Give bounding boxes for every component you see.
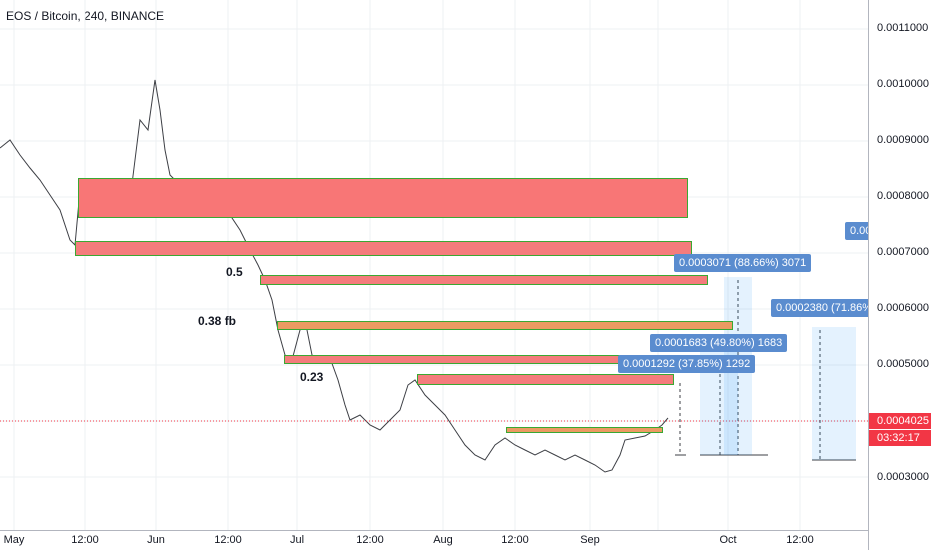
price-tick: 0.0010000 xyxy=(877,78,929,90)
price-tick: 0.0011000 xyxy=(877,22,929,34)
zone-top[interactable] xyxy=(78,178,688,218)
projection-box-3[interactable] xyxy=(812,327,856,460)
measure-badge-2[interactable]: 0.0002380 (71.86%) xyxy=(771,299,868,317)
price-tick: 0.0009000 xyxy=(877,134,929,146)
fib-label-0-23: 0.23 xyxy=(300,370,324,384)
time-tick: May xyxy=(3,534,25,546)
projection-lines xyxy=(679,280,821,460)
zone-0-618[interactable] xyxy=(75,241,692,256)
price-axis[interactable]: 0.0011000 0.0010000 0.0009000 0.0008000 … xyxy=(868,0,932,550)
countdown-badge: 03:32:17 xyxy=(869,430,931,446)
fib-label-0-38: 0.38 fb xyxy=(198,314,237,328)
price-tick: 0.0008000 xyxy=(877,190,929,202)
price-tick: 0.0007000 xyxy=(877,246,929,258)
time-tick: Oct xyxy=(719,534,737,546)
time-tick: Jun xyxy=(147,534,165,546)
chart-area[interactable]: EOS / Bitcoin, 240, BINANCE 0.5 0.38 fb … xyxy=(0,0,868,530)
time-tick: 12:00 xyxy=(501,534,529,546)
time-axis[interactable]: May 12:00 Jun 12:00 Jul 12:00 Aug 12:00 … xyxy=(0,530,868,551)
time-tick: Sep xyxy=(580,534,600,546)
time-tick: Jul xyxy=(289,534,305,546)
measure-badge-4[interactable]: 0.0001292 (37.85%) 1292 xyxy=(618,355,756,373)
measure-badge-1[interactable]: 0.0003071 (88.66%) 3071 xyxy=(674,254,812,272)
zone-low[interactable] xyxy=(506,427,663,433)
projection-caps xyxy=(675,454,856,461)
fib-label-0-5: 0.5 xyxy=(226,265,243,279)
time-tick: 12:00 xyxy=(214,534,242,546)
price-tick: 0.0006000 xyxy=(877,302,929,314)
time-tick: 12:00 xyxy=(786,534,814,546)
zone-0-5[interactable] xyxy=(260,275,708,285)
price-tick: 0.0005000 xyxy=(877,358,929,370)
time-tick: Aug xyxy=(433,534,453,546)
time-tick: 12:00 xyxy=(356,534,384,546)
offscreen-badge[interactable]: 0.00 xyxy=(845,222,868,240)
price-tick: 0.0003000 xyxy=(877,471,929,483)
measure-badge-3[interactable]: 0.0001683 (49.80%) 1683 xyxy=(650,334,788,352)
time-tick: 12:00 xyxy=(71,534,99,546)
zone-mid[interactable] xyxy=(417,374,674,385)
zone-0-38[interactable] xyxy=(277,321,733,330)
current-price-badge: 0.0004025 xyxy=(869,413,931,429)
